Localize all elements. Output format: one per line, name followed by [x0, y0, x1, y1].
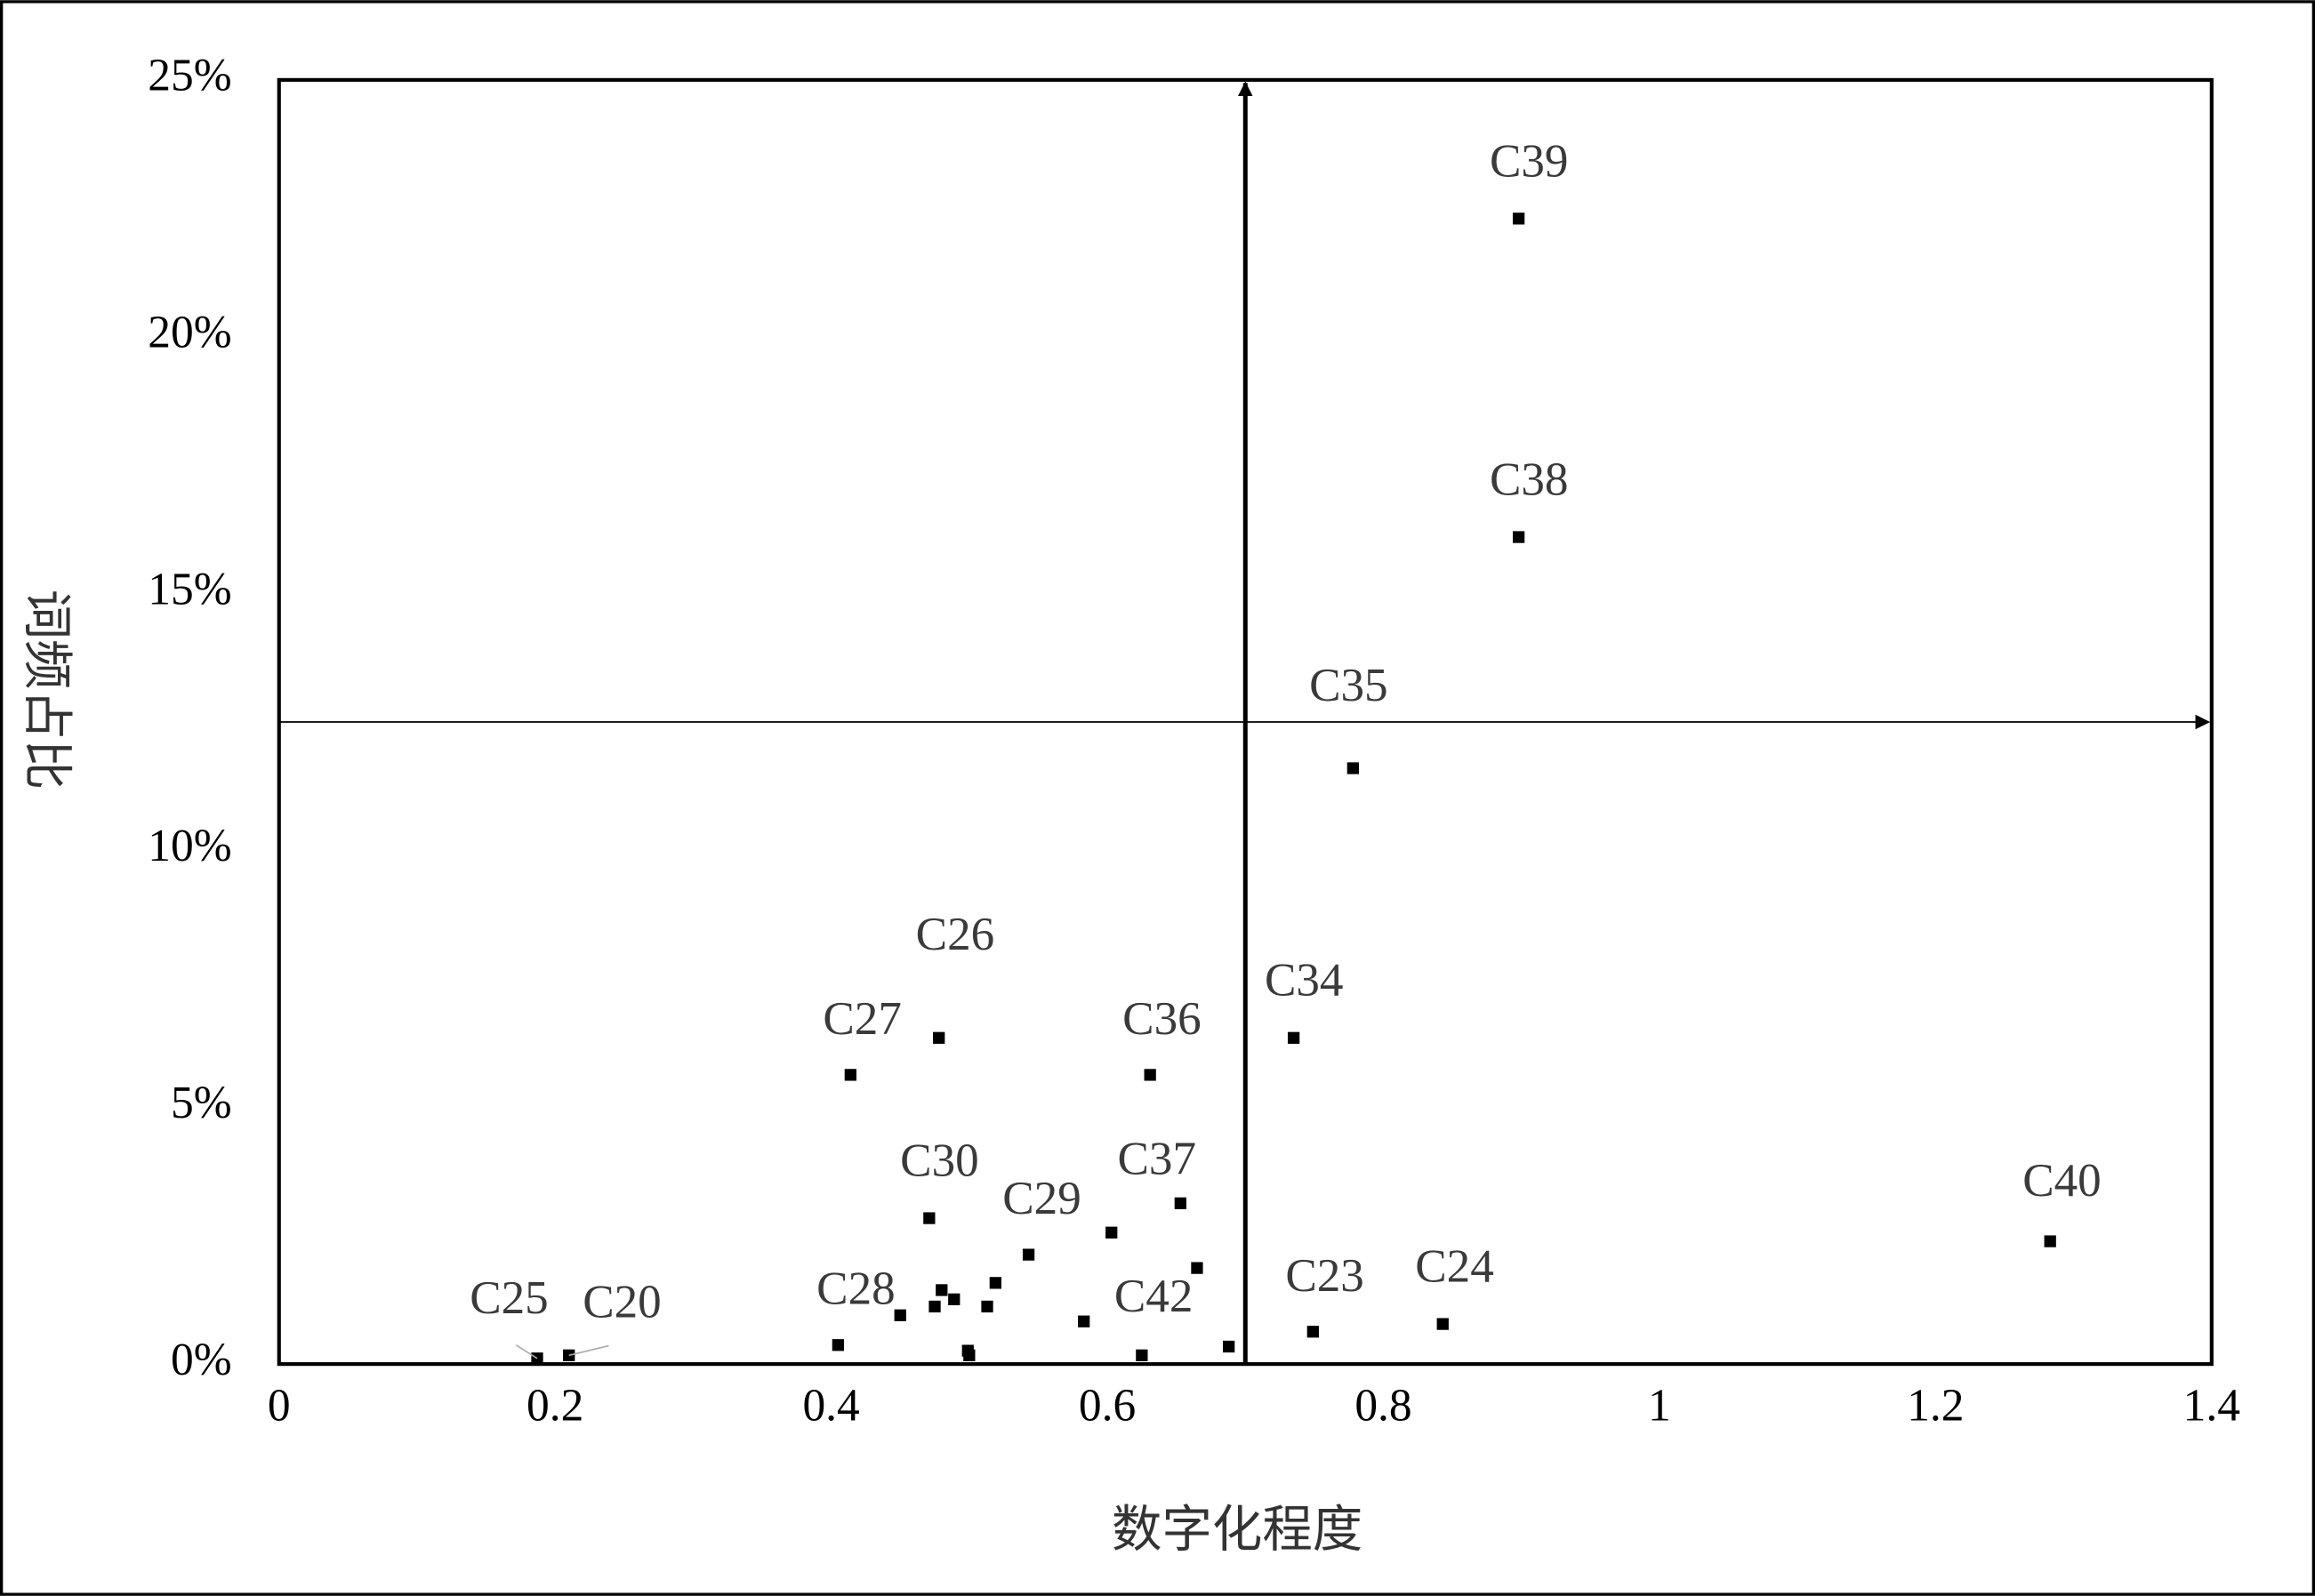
point — [2044, 1235, 2056, 1247]
point-label: C39 — [1490, 135, 1569, 187]
point — [1223, 1340, 1235, 1353]
y-axis-title: 词频占比 — [18, 589, 76, 790]
point-label: C38 — [1490, 453, 1569, 505]
point-label: C25 — [470, 1272, 549, 1324]
point — [1436, 1318, 1449, 1330]
point — [832, 1339, 845, 1351]
point — [844, 1069, 856, 1081]
x-tick-label: 1.4 — [2183, 1380, 2240, 1431]
point — [1306, 1326, 1319, 1338]
point-label: C28 — [816, 1263, 896, 1315]
y-tick-label: 15% — [148, 564, 231, 614]
point-label: C40 — [2022, 1155, 2102, 1207]
point — [1022, 1248, 1035, 1261]
point — [1191, 1262, 1203, 1274]
y-tick-label: 20% — [148, 308, 231, 358]
point-label: C34 — [1265, 955, 1344, 1007]
y-tick-label: 5% — [171, 1078, 232, 1128]
point — [1512, 531, 1525, 543]
x-tick-label: 0.8 — [1354, 1380, 1411, 1431]
point — [894, 1309, 906, 1321]
point — [963, 1349, 976, 1361]
point-label: C29 — [1002, 1173, 1081, 1224]
point-label: C30 — [900, 1135, 979, 1186]
point — [1346, 762, 1359, 774]
y-tick-label: 25% — [148, 51, 231, 101]
point — [933, 1031, 945, 1044]
point — [1136, 1349, 1148, 1361]
point — [1174, 1197, 1186, 1209]
point-label: C24 — [1415, 1241, 1494, 1293]
y-tick-label: 10% — [148, 821, 231, 871]
y-tick-label: 0% — [171, 1335, 232, 1385]
x-tick-label: 0.6 — [1079, 1380, 1136, 1431]
point-label: C23 — [1285, 1250, 1364, 1302]
x-axis-title: 数字化程度 — [1112, 1501, 1362, 1559]
x-tick-label: 0 — [268, 1380, 291, 1431]
point — [1512, 213, 1525, 225]
point-label: C42 — [1114, 1271, 1194, 1322]
point-label: C20 — [583, 1277, 662, 1328]
x-tick-label: 1.2 — [1907, 1380, 1964, 1431]
point-label: C26 — [916, 909, 995, 960]
point — [1078, 1315, 1090, 1327]
point — [1105, 1226, 1118, 1239]
point — [1287, 1031, 1300, 1044]
point — [923, 1212, 936, 1224]
point — [1144, 1069, 1156, 1081]
leader-line — [515, 1344, 538, 1359]
x-tick-label: 1 — [1648, 1380, 1671, 1431]
x-tick-label: 0.4 — [802, 1380, 859, 1431]
leader-line — [568, 1344, 609, 1357]
point — [928, 1300, 941, 1313]
x-tick-label: 0.2 — [527, 1380, 583, 1431]
point-label: C35 — [1309, 660, 1388, 711]
point — [531, 1352, 543, 1365]
point-label: C37 — [1117, 1134, 1196, 1185]
point — [936, 1284, 948, 1296]
point-label: C27 — [823, 993, 902, 1045]
point-label: C36 — [1122, 993, 1202, 1045]
point — [989, 1277, 1001, 1289]
point — [981, 1300, 993, 1313]
point — [948, 1293, 961, 1305]
